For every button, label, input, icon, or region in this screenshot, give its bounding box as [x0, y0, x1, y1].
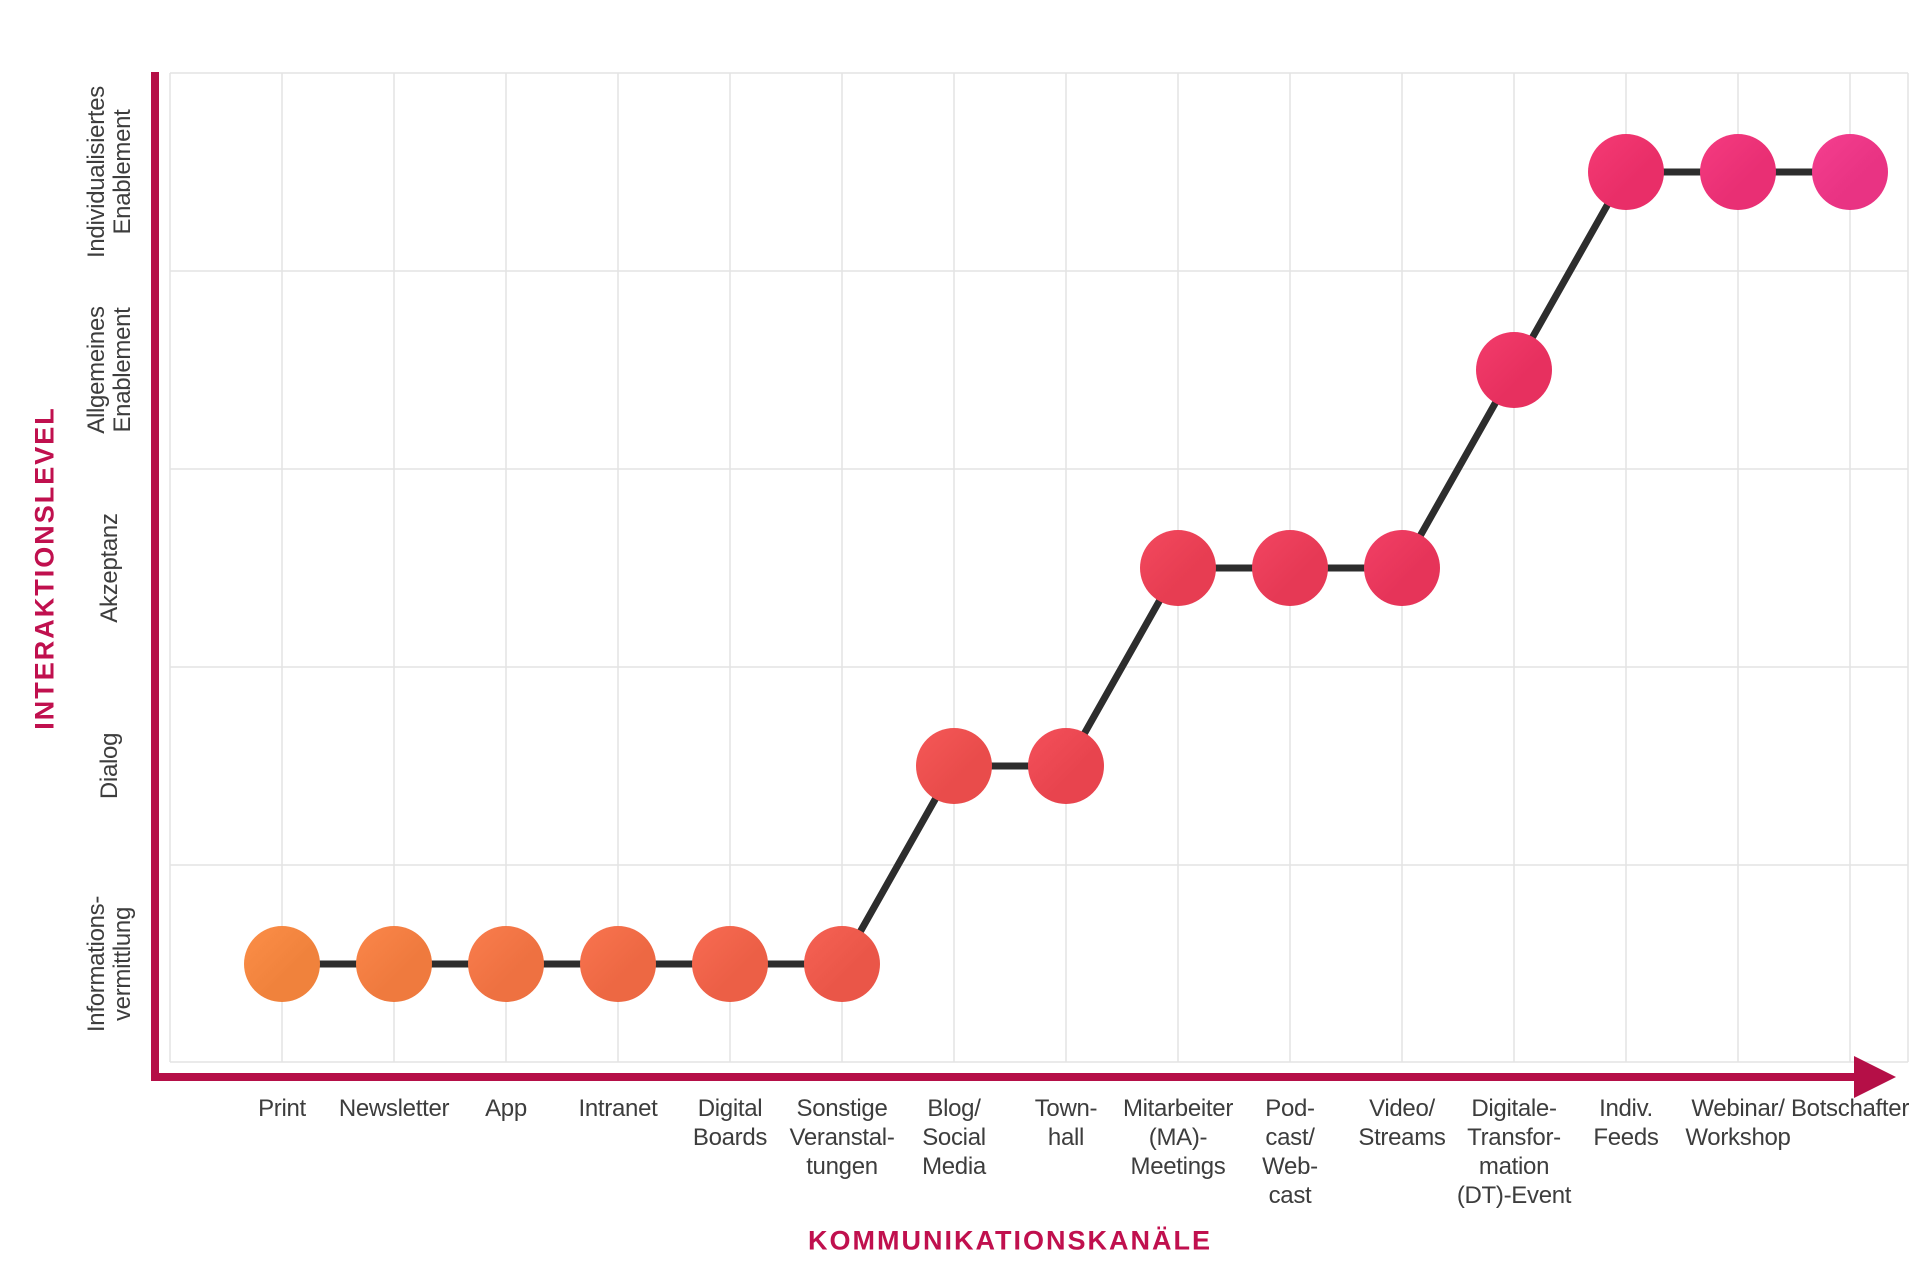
x-tick-label: Town-hall [1034, 1095, 1098, 1151]
x-tick-label: Indiv. Feeds [1593, 1095, 1659, 1151]
x-tick-label: Newsletter [338, 1095, 450, 1122]
y-tick-label: Dialog [96, 732, 123, 800]
x-tick-label: Print [258, 1095, 306, 1122]
data-point [1140, 530, 1216, 606]
data-point [356, 926, 432, 1002]
x-tick-label: Digital Boards [692, 1095, 768, 1151]
y-tick-label: Informations-vermittlung [83, 895, 136, 1033]
data-point [916, 728, 992, 804]
x-tick-label: Mitarbeiter (MA)- Meetings [1122, 1095, 1234, 1180]
y-tick-label: Akzeptanz [96, 513, 123, 623]
x-tick-label: Video/Streams [1358, 1095, 1446, 1151]
data-point [1812, 134, 1888, 210]
x-tick-label: Intranet [578, 1095, 658, 1122]
data-point [1476, 332, 1552, 408]
x-axis-title: KOMMUNIKATIONSKANÄLE [808, 1225, 1212, 1256]
data-point [692, 926, 768, 1002]
x-tick-label: Webinar/Workshop [1685, 1095, 1791, 1151]
data-point [804, 926, 880, 1002]
x-axis-line [151, 1073, 1856, 1081]
x-axis-arrowhead [1854, 1056, 1896, 1098]
x-tick-label: App [485, 1095, 527, 1122]
y-axis-line [151, 72, 159, 1081]
x-tick-label: Digitale- Transfor-mation (DT)-Event [1456, 1095, 1572, 1209]
data-point [468, 926, 544, 1002]
x-tick-label: Botschafter [1790, 1095, 1910, 1122]
data-point [1252, 530, 1328, 606]
x-tick-label: Blog/Social Media [922, 1095, 986, 1180]
y-axis-title: INTERAKTIONSLEVEL [29, 406, 60, 730]
data-point [244, 926, 320, 1002]
data-point [580, 926, 656, 1002]
y-tick-label: Individualisiertes Enablement [83, 85, 136, 259]
x-tick-label: Pod-cast/Web-cast [1262, 1095, 1318, 1209]
data-point [1700, 134, 1776, 210]
y-tick-label: Allgemeines Enablement [83, 306, 136, 434]
data-point [1028, 728, 1104, 804]
x-tick-label: Sonstige Veranstal-tungen [789, 1095, 895, 1180]
data-point [1588, 134, 1664, 210]
data-point [1364, 530, 1440, 606]
